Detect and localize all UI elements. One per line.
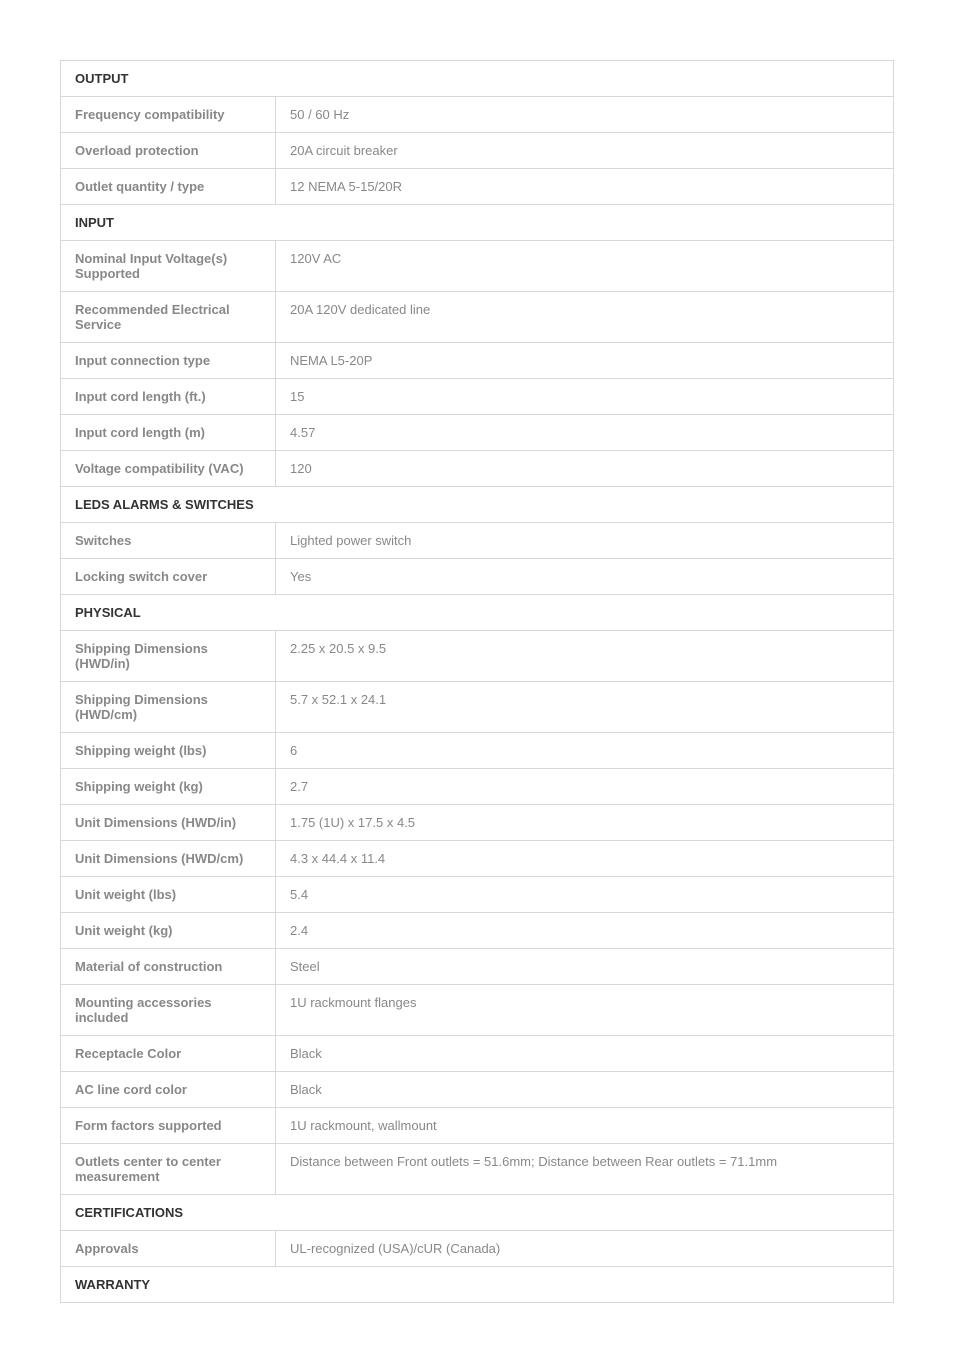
spec-label: Outlets center to center measurement (61, 1144, 276, 1195)
spec-row: Form factors supported1U rackmount, wall… (61, 1108, 894, 1144)
spec-label: Overload protection (61, 133, 276, 169)
specifications-table: OUTPUTFrequency compatibility50 / 60 HzO… (60, 60, 894, 1303)
spec-value: 5.4 (276, 877, 894, 913)
spec-value: 5.7 x 52.1 x 24.1 (276, 682, 894, 733)
spec-row: Input connection typeNEMA L5-20P (61, 343, 894, 379)
spec-label: Mounting accessories included (61, 985, 276, 1036)
spec-row: ApprovalsUL-recognized (USA)/cUR (Canada… (61, 1231, 894, 1267)
spec-label: Receptacle Color (61, 1036, 276, 1072)
spec-label: Unit weight (lbs) (61, 877, 276, 913)
spec-value: Lighted power switch (276, 523, 894, 559)
spec-value: 2.4 (276, 913, 894, 949)
spec-label: Material of construction (61, 949, 276, 985)
spec-table-body: OUTPUTFrequency compatibility50 / 60 HzO… (61, 61, 894, 1303)
spec-label: Approvals (61, 1231, 276, 1267)
spec-row: Receptacle ColorBlack (61, 1036, 894, 1072)
spec-label: Switches (61, 523, 276, 559)
spec-row: SwitchesLighted power switch (61, 523, 894, 559)
spec-row: Unit Dimensions (HWD/cm)4.3 x 44.4 x 11.… (61, 841, 894, 877)
spec-label: Locking switch cover (61, 559, 276, 595)
spec-value: 4.3 x 44.4 x 11.4 (276, 841, 894, 877)
spec-label: Input connection type (61, 343, 276, 379)
spec-value: Steel (276, 949, 894, 985)
spec-label: Unit Dimensions (HWD/in) (61, 805, 276, 841)
spec-value: 12 NEMA 5-15/20R (276, 169, 894, 205)
spec-value: 1U rackmount flanges (276, 985, 894, 1036)
section-header: PHYSICAL (61, 595, 894, 631)
spec-value: 20A 120V dedicated line (276, 292, 894, 343)
spec-label: Unit weight (kg) (61, 913, 276, 949)
spec-row: Material of constructionSteel (61, 949, 894, 985)
spec-value: 120V AC (276, 241, 894, 292)
spec-row: Voltage compatibility (VAC)120 (61, 451, 894, 487)
spec-value: NEMA L5-20P (276, 343, 894, 379)
spec-label: Shipping weight (kg) (61, 769, 276, 805)
spec-label: Voltage compatibility (VAC) (61, 451, 276, 487)
spec-label: Shipping weight (lbs) (61, 733, 276, 769)
spec-label: Recommended Electrical Service (61, 292, 276, 343)
spec-value: 2.7 (276, 769, 894, 805)
spec-row: Overload protection20A circuit breaker (61, 133, 894, 169)
spec-value: 15 (276, 379, 894, 415)
spec-value: 20A circuit breaker (276, 133, 894, 169)
spec-label: Shipping Dimensions (HWD/cm) (61, 682, 276, 733)
spec-row: Shipping weight (lbs)6 (61, 733, 894, 769)
spec-row: Unit Dimensions (HWD/in)1.75 (1U) x 17.5… (61, 805, 894, 841)
spec-row: Outlets center to center measurementDist… (61, 1144, 894, 1195)
spec-row: Locking switch coverYes (61, 559, 894, 595)
spec-row: Recommended Electrical Service20A 120V d… (61, 292, 894, 343)
section-header-row: LEDS ALARMS & SWITCHES (61, 487, 894, 523)
spec-row: Input cord length (ft.)15 (61, 379, 894, 415)
spec-row: Frequency compatibility50 / 60 Hz (61, 97, 894, 133)
section-header: LEDS ALARMS & SWITCHES (61, 487, 894, 523)
spec-row: Mounting accessories included1U rackmoun… (61, 985, 894, 1036)
spec-label: Unit Dimensions (HWD/cm) (61, 841, 276, 877)
spec-value: Yes (276, 559, 894, 595)
spec-value: 50 / 60 Hz (276, 97, 894, 133)
spec-row: Unit weight (kg)2.4 (61, 913, 894, 949)
spec-row: Shipping weight (kg)2.7 (61, 769, 894, 805)
section-header-row: PHYSICAL (61, 595, 894, 631)
spec-label: AC line cord color (61, 1072, 276, 1108)
spec-value: Distance between Front outlets = 51.6mm;… (276, 1144, 894, 1195)
section-header: OUTPUT (61, 61, 894, 97)
spec-value: Black (276, 1036, 894, 1072)
spec-row: Input cord length (m)4.57 (61, 415, 894, 451)
spec-value: UL-recognized (USA)/cUR (Canada) (276, 1231, 894, 1267)
spec-label: Form factors supported (61, 1108, 276, 1144)
spec-value: 4.57 (276, 415, 894, 451)
spec-value: Black (276, 1072, 894, 1108)
section-header-row: OUTPUT (61, 61, 894, 97)
spec-value: 1.75 (1U) x 17.5 x 4.5 (276, 805, 894, 841)
spec-row: Shipping Dimensions (HWD/cm)5.7 x 52.1 x… (61, 682, 894, 733)
spec-label: Shipping Dimensions (HWD/in) (61, 631, 276, 682)
spec-row: Outlet quantity / type12 NEMA 5-15/20R (61, 169, 894, 205)
section-header-row: WARRANTY (61, 1267, 894, 1303)
spec-row: Unit weight (lbs)5.4 (61, 877, 894, 913)
spec-value: 2.25 x 20.5 x 9.5 (276, 631, 894, 682)
section-header-row: INPUT (61, 205, 894, 241)
spec-label: Input cord length (ft.) (61, 379, 276, 415)
section-header-row: CERTIFICATIONS (61, 1195, 894, 1231)
section-header: WARRANTY (61, 1267, 894, 1303)
section-header: CERTIFICATIONS (61, 1195, 894, 1231)
spec-label: Input cord length (m) (61, 415, 276, 451)
spec-label: Frequency compatibility (61, 97, 276, 133)
spec-row: AC line cord colorBlack (61, 1072, 894, 1108)
spec-row: Nominal Input Voltage(s) Supported120V A… (61, 241, 894, 292)
spec-value: 1U rackmount, wallmount (276, 1108, 894, 1144)
spec-label: Outlet quantity / type (61, 169, 276, 205)
spec-value: 120 (276, 451, 894, 487)
spec-label: Nominal Input Voltage(s) Supported (61, 241, 276, 292)
spec-value: 6 (276, 733, 894, 769)
spec-row: Shipping Dimensions (HWD/in)2.25 x 20.5 … (61, 631, 894, 682)
section-header: INPUT (61, 205, 894, 241)
